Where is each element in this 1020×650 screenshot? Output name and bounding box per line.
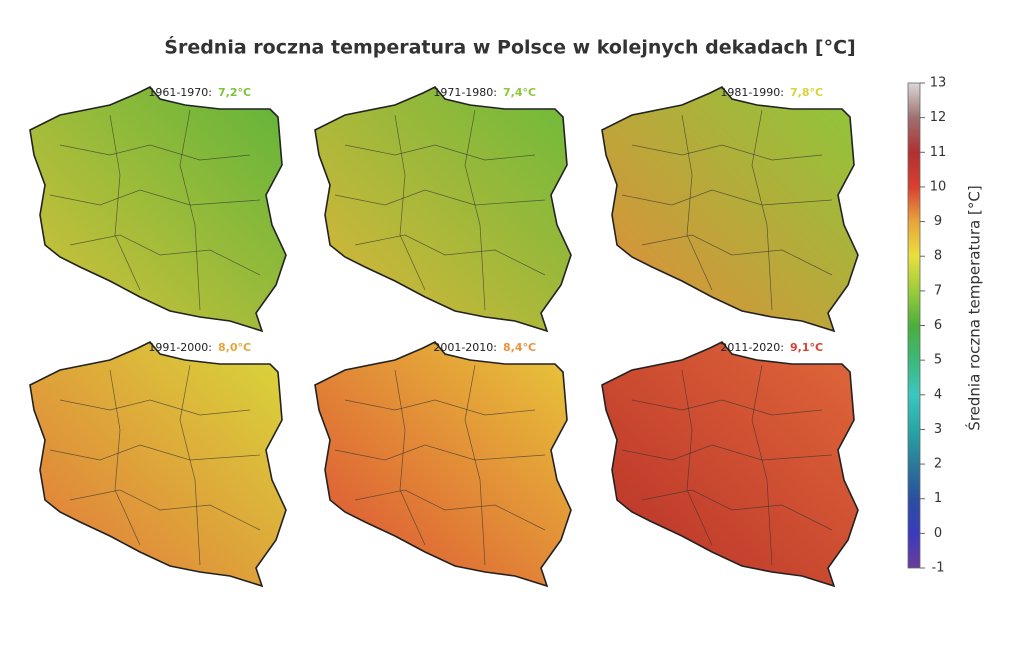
region-border — [631, 144, 823, 161]
region-border — [179, 364, 201, 566]
region-border — [641, 234, 833, 276]
mean-label: 7,2°C — [218, 86, 251, 99]
colorbar-tick-label: 6 — [934, 318, 942, 333]
colorbar-tick-label: 2 — [934, 457, 942, 472]
period-label: 2011-2020: — [720, 341, 784, 354]
region-border — [334, 444, 546, 461]
map-panel: 2001-2010: 8,4°C — [314, 341, 572, 588]
colorbar-tick-label: 7 — [934, 283, 942, 298]
region-border — [49, 189, 261, 206]
region-border — [334, 189, 546, 206]
mean-label: 7,4°C — [503, 86, 536, 99]
colorbar-tick-label: 12 — [930, 110, 947, 125]
colorbar-label: Średnia roczna temperatura [°C] — [965, 185, 984, 430]
country-shape — [314, 86, 572, 333]
country-shape — [314, 341, 572, 588]
region-border — [59, 144, 251, 161]
title: Średnia roczna temperatura w Polsce w ko… — [164, 35, 855, 59]
region-border — [344, 399, 536, 416]
region-border — [464, 364, 486, 566]
colorbar-tick-label: 3 — [934, 422, 942, 437]
mean-label: 7,8°C — [790, 86, 823, 99]
region-border — [631, 399, 823, 416]
region-border — [354, 489, 546, 531]
region-border — [394, 114, 426, 291]
mean-label: 8,4°C — [503, 341, 536, 354]
map-panel: 1981-1990: 7,8°C — [601, 86, 859, 333]
region-border — [621, 444, 833, 461]
map-panel: 2011-2020: 9,1°C — [601, 341, 859, 588]
colorbar-tick-label: -1 — [932, 561, 945, 576]
region-border — [621, 189, 833, 206]
country-shape — [601, 86, 859, 333]
country-shape — [29, 341, 287, 588]
region-border — [354, 234, 546, 276]
region-border — [394, 369, 426, 546]
map-panel: 1991-2000: 8,0°C — [29, 341, 287, 588]
region-border — [109, 369, 141, 546]
colorbar — [907, 82, 921, 569]
region-border — [641, 489, 833, 531]
region-border — [751, 364, 773, 566]
region-border — [69, 234, 261, 276]
period-label: 1961-1970: — [148, 86, 212, 99]
region-border — [464, 109, 486, 311]
country-shape — [29, 86, 287, 333]
period-label: 1991-2000: — [148, 341, 212, 354]
colorbar-tick-label: 11 — [930, 145, 947, 160]
country-shape — [601, 341, 859, 588]
region-border — [681, 114, 713, 291]
colorbar-tick-label: 9 — [934, 214, 942, 229]
mean-label: 8,0°C — [218, 341, 251, 354]
region-border — [109, 114, 141, 291]
region-border — [59, 399, 251, 416]
region-border — [49, 444, 261, 461]
colorbar-tick-label: 8 — [934, 249, 942, 264]
colorbar-tick-label: 4 — [934, 387, 942, 402]
map-panel: 1961-1970: 7,2°C — [29, 86, 287, 333]
mean-label: 9,1°C — [790, 341, 823, 354]
colorbar-tick-label: 10 — [930, 179, 947, 194]
colorbar-tick-label: 0 — [934, 526, 942, 541]
colorbar-tick-label: 1 — [934, 491, 942, 506]
region-border — [344, 144, 536, 161]
region-border — [681, 369, 713, 546]
period-label: 1971-1980: — [433, 86, 497, 99]
region-border — [69, 489, 261, 531]
period-label: 2001-2010: — [433, 341, 497, 354]
region-border — [751, 109, 773, 311]
period-label: 1981-1990: — [720, 86, 784, 99]
map-panel: 1971-1980: 7,4°C — [314, 86, 572, 333]
region-border — [179, 109, 201, 311]
colorbar-tick-label: 13 — [930, 76, 947, 91]
colorbar-tick-label: 5 — [934, 353, 942, 368]
